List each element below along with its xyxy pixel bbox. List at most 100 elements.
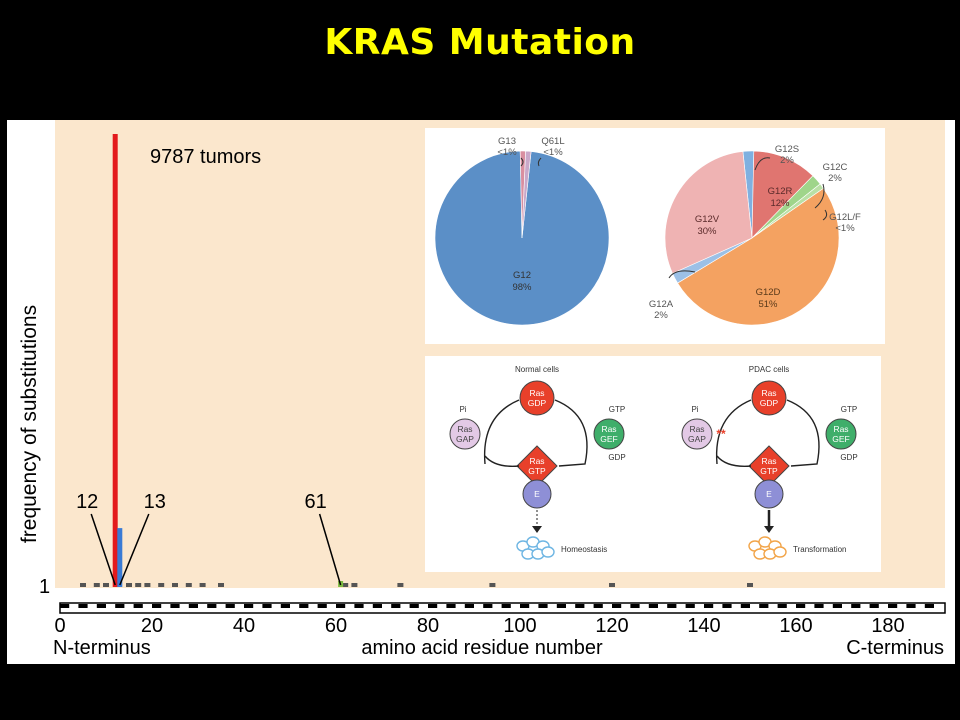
ruler-segment [722, 604, 732, 608]
callout-label-12: 12 [76, 491, 98, 513]
svg-text:GAP: GAP [688, 434, 706, 444]
x-tick-label: 100 [503, 615, 536, 637]
low-frequency-mark [609, 583, 615, 587]
x-tick-labels: 0 20 40 60 80 100 120 140 160 180 [54, 615, 904, 637]
svg-text:Ras: Ras [529, 388, 544, 398]
low-frequency-mark [158, 583, 165, 587]
gap-block-mark: ** [716, 427, 726, 441]
x-tick-label: 120 [595, 615, 628, 637]
x-tick-label: 20 [141, 615, 163, 637]
ruler-segment [685, 604, 695, 608]
bar-residue-13 [117, 528, 123, 587]
y-tick-label: 1 [39, 576, 50, 598]
pie2-g12d-label: G12D [756, 287, 781, 298]
low-frequency-mark [144, 583, 151, 587]
ruler-segment [740, 604, 750, 608]
ruler-segment [832, 604, 842, 608]
pie-chart-g12-variants [664, 150, 840, 326]
x-axis-label: amino acid residue number [361, 637, 603, 659]
ruler-segment [60, 604, 70, 608]
ruler-segment [336, 604, 346, 608]
ruler-segment [446, 604, 456, 608]
x-tick-label: 60 [325, 615, 347, 637]
ruler-segment [317, 604, 327, 608]
ruler-segment [501, 604, 511, 608]
low-frequency-mark [747, 583, 753, 587]
outcome-label: Homeostasis [561, 545, 607, 554]
svg-text:Ras: Ras [761, 388, 776, 398]
pie2-g12d-pct: 51% [758, 299, 778, 310]
callout-line-61 [318, 513, 342, 586]
effector-node: E [522, 479, 552, 509]
ruler-segment [428, 604, 438, 608]
ruler-segment [777, 604, 787, 608]
callout-label-13: 13 [144, 491, 166, 513]
slide-title: KRAS Mutation [324, 22, 636, 63]
low-frequency-mark [199, 583, 206, 587]
svg-text:Ras: Ras [457, 424, 472, 434]
svg-text:GDP: GDP [528, 398, 547, 408]
gdp-label: GDP [608, 453, 625, 462]
arrow-head [764, 526, 774, 533]
ruler-segment [593, 604, 603, 608]
ruler-segment [814, 604, 824, 608]
svg-text:E: E [534, 489, 540, 499]
ruler-segment [648, 604, 658, 608]
cycle-arc [716, 455, 752, 467]
ruler-segment [464, 604, 474, 608]
pie2-g12v-label: G12V [695, 214, 720, 225]
pie-chart-mutation-sites [434, 150, 610, 326]
x-tick-label: 80 [417, 615, 439, 637]
cycle-arc [786, 399, 820, 467]
ruler-segment [262, 604, 272, 608]
cycle-panel-title: PDAC cells [749, 365, 789, 374]
callout-line-13 [119, 513, 150, 586]
outcome-label: Transformation [793, 545, 847, 554]
figure-panel: 9787 tumors frequency of substitutions 1… [7, 120, 955, 664]
pie2-g12r-label: G12R [768, 186, 793, 197]
ruler-segment [556, 604, 566, 608]
ruler-segment [170, 604, 180, 608]
ruler-segment [299, 604, 309, 608]
normal-cells-icon [516, 536, 555, 560]
y-axis-label: frequency of substitutions [18, 305, 41, 543]
gdp-label: GDP [840, 453, 857, 462]
pie2-g12c-label: G12C [823, 162, 848, 173]
svg-text:Ras: Ras [689, 424, 704, 434]
ruler-segment [354, 604, 364, 608]
pie-slice [434, 150, 610, 326]
x-tick-label: 0 [54, 615, 65, 637]
low-frequency-mark [185, 583, 192, 587]
svg-text:E: E [766, 489, 772, 499]
ruler-segment [520, 604, 530, 608]
ruler-segment [483, 604, 493, 608]
effector-node: E [754, 479, 784, 509]
ruler-segment [667, 604, 677, 608]
low-frequency-marks [80, 583, 753, 587]
svg-text:Ras: Ras [833, 424, 848, 434]
ruler-segment [704, 604, 714, 608]
c-terminus-label: C-terminus [846, 637, 944, 659]
low-frequency-mark [489, 583, 496, 587]
x-tick-label: 40 [233, 615, 255, 637]
bar-residue-12 [112, 134, 118, 587]
pie1-q61l-label: Q61L [541, 136, 564, 147]
gtp-label: GTP [609, 405, 625, 414]
ruler-segment [612, 604, 622, 608]
pie-slice [677, 187, 840, 326]
svg-text:GTP: GTP [528, 466, 546, 476]
cycle-arc [554, 399, 588, 467]
tumor-count-title: 9787 tumors [150, 146, 261, 168]
pie1-g12-pct: 98% [512, 282, 532, 293]
ruler-segment [888, 604, 898, 608]
ruler-segment [538, 604, 548, 608]
ruler-segment [372, 604, 382, 608]
low-frequency-mark [397, 583, 404, 587]
n-terminus-label: N-terminus [53, 637, 151, 659]
pie2-g12c-pct: 2% [828, 173, 842, 184]
low-frequency-mark [93, 583, 100, 587]
arrow-head [532, 526, 542, 533]
